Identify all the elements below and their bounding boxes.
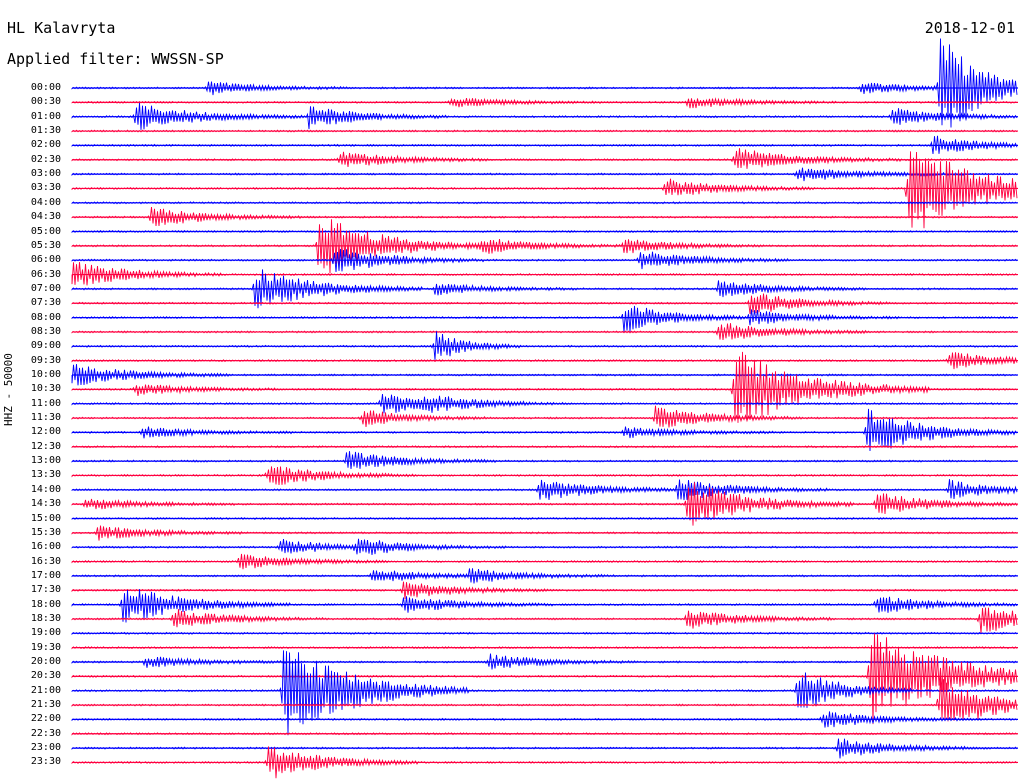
- trace-row: [71, 607, 1018, 634]
- time-label: 23:00: [30, 742, 61, 754]
- time-label: 01:00: [30, 110, 61, 122]
- time-label: 22:00: [30, 713, 61, 725]
- filter-label: Applied filter: WWSSN-SP: [7, 50, 224, 68]
- time-label: 08:00: [30, 311, 61, 323]
- time-label: 15:30: [30, 526, 61, 538]
- time-label: 05:00: [30, 225, 61, 237]
- time-label: 20:00: [30, 656, 61, 667]
- time-label: 18:30: [30, 612, 61, 624]
- time-label: 23:30: [30, 756, 61, 768]
- time-label: 21:00: [30, 684, 61, 696]
- date-label: 2018-12-01: [924, 19, 1015, 37]
- trace-row: [71, 351, 1018, 423]
- time-label: 00:30: [30, 96, 61, 108]
- time-label: 20:30: [30, 670, 61, 682]
- time-label: 13:30: [30, 469, 61, 481]
- trace-row: [71, 451, 1018, 470]
- trace-row: [71, 38, 1018, 128]
- time-label: 10:30: [30, 383, 61, 395]
- trace-row: [71, 405, 1018, 428]
- time-label: 09:30: [30, 354, 61, 366]
- time-label: 00:00: [30, 82, 61, 93]
- time-label: 12:30: [30, 440, 61, 452]
- time-label: 06:00: [30, 254, 61, 266]
- time-label: 17:00: [30, 569, 61, 581]
- time-label: 17:30: [30, 584, 61, 596]
- time-label: 02:00: [30, 139, 61, 151]
- trace-row: [71, 331, 1018, 360]
- time-label: 07:30: [30, 297, 61, 309]
- time-label: 03:30: [30, 182, 61, 194]
- time-label: 04:30: [30, 211, 61, 223]
- trace-row: [71, 97, 1018, 109]
- time-label: 05:30: [30, 239, 61, 251]
- time-label: 11:30: [30, 412, 61, 424]
- time-label: 09:00: [30, 340, 61, 352]
- time-label: 01:30: [30, 125, 61, 137]
- time-label: 02:30: [30, 153, 61, 165]
- time-label: 16:30: [30, 555, 61, 567]
- time-label: 14:30: [30, 498, 61, 510]
- time-label: 07:00: [30, 282, 61, 294]
- time-label: 08:30: [30, 325, 61, 337]
- time-label: 18:00: [30, 598, 61, 610]
- time-label: 15:00: [30, 512, 61, 524]
- time-label: 10:00: [30, 369, 61, 380]
- time-label: 21:30: [30, 699, 61, 711]
- time-label: 06:30: [30, 268, 61, 280]
- trace-row: [71, 408, 1018, 452]
- time-label: 16:00: [30, 541, 61, 553]
- time-label: 19:30: [30, 641, 61, 653]
- time-label: 13:00: [30, 455, 61, 467]
- station-title: HL Kalavryta: [7, 19, 116, 37]
- trace-row: [71, 305, 1018, 333]
- time-label: 12:00: [30, 426, 61, 438]
- trace-row: [71, 262, 1018, 286]
- time-label: 04:00: [30, 196, 61, 208]
- time-label: 22:30: [30, 727, 61, 739]
- time-label: 11:00: [30, 397, 61, 409]
- time-label: 03:00: [30, 168, 61, 180]
- time-label: 14:00: [30, 483, 61, 495]
- trace-row: [71, 148, 1018, 169]
- time-label: 19:00: [30, 627, 61, 639]
